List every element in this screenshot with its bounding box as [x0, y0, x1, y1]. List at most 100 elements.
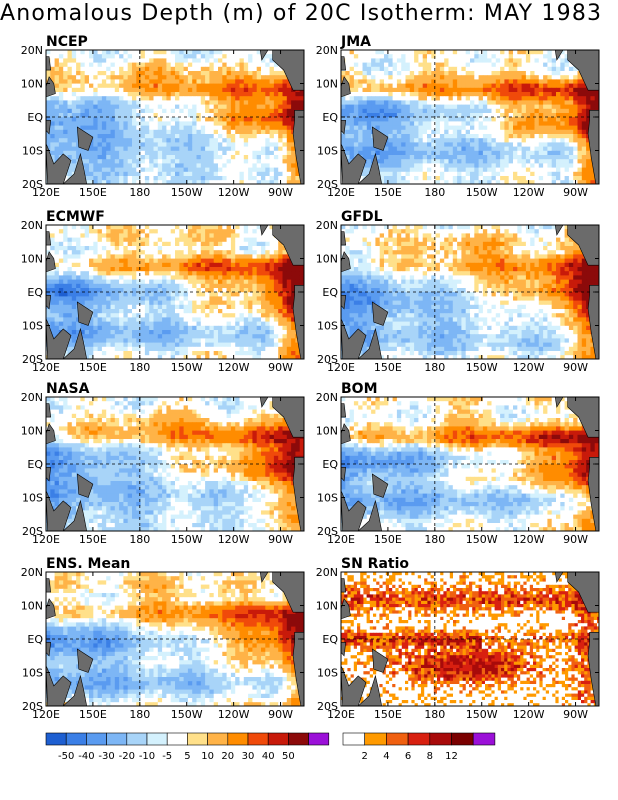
heatmap-cell — [457, 113, 462, 118]
heatmap-cell — [183, 241, 189, 247]
heatmap-cell — [273, 246, 279, 251]
heatmap-cell — [71, 155, 77, 160]
land-mass — [341, 143, 367, 184]
heatmap-cell — [239, 129, 245, 135]
heatmap-cell — [67, 163, 73, 168]
heatmap-cell — [209, 117, 215, 122]
heatmap-cell — [153, 258, 159, 264]
heatmap-cell — [54, 75, 60, 80]
heatmap-cell — [84, 62, 90, 68]
heatmap-cell — [409, 92, 415, 97]
heatmap-cell — [136, 283, 141, 289]
heatmap-cell — [50, 225, 55, 230]
heatmap-cell — [243, 125, 249, 131]
heatmap-cell — [401, 117, 406, 122]
heatmap-cell — [358, 87, 363, 93]
heatmap-cell — [444, 176, 449, 181]
heatmap-cell — [166, 50, 172, 55]
heatmap-cell — [213, 271, 219, 276]
heatmap-cell — [286, 134, 292, 139]
heatmap-cell — [187, 229, 193, 234]
heatmap-cell — [414, 100, 419, 105]
heatmap-cell — [243, 279, 249, 285]
heatmap-cell — [50, 96, 55, 101]
heatmap-cell — [192, 159, 197, 164]
heatmap-cell — [495, 134, 501, 139]
heatmap-cell — [534, 54, 540, 59]
heatmap-cell — [76, 146, 81, 152]
heatmap-cell — [504, 104, 510, 110]
heatmap-cell — [487, 121, 492, 126]
heatmap-cell — [218, 104, 223, 110]
heatmap-cell — [67, 96, 73, 101]
heatmap-cell — [439, 134, 445, 139]
heatmap-cell — [140, 300, 146, 306]
heatmap-cell — [396, 134, 402, 139]
heatmap-cell — [379, 125, 385, 131]
heatmap-cell — [448, 83, 454, 89]
heatmap-cell — [388, 125, 393, 131]
heatmap-cell — [405, 167, 411, 173]
heatmap-cell — [144, 134, 150, 139]
heatmap-cell — [97, 62, 103, 68]
heatmap-cell — [187, 83, 193, 89]
heatmap-cell — [110, 292, 116, 297]
heatmap-cell — [560, 50, 565, 55]
heatmap-cell — [362, 54, 368, 59]
heatmap-cell — [226, 121, 232, 126]
heatmap-cell — [534, 129, 540, 135]
heatmap-cell — [345, 75, 350, 80]
heatmap-cell — [213, 75, 219, 80]
heatmap-cell — [286, 125, 292, 131]
heatmap-cell — [243, 171, 249, 177]
heatmap-cell — [461, 129, 467, 135]
heatmap-cell — [243, 83, 249, 89]
heatmap-cell — [491, 96, 497, 101]
heatmap-cell — [127, 92, 133, 97]
heatmap-cell — [577, 180, 583, 184]
heatmap-cell — [84, 167, 90, 173]
heatmap-cell — [543, 125, 548, 131]
heatmap-cell — [71, 296, 77, 301]
heatmap-cell — [80, 241, 86, 247]
heatmap-cell — [183, 79, 189, 84]
heatmap-cell — [101, 87, 107, 93]
heatmap-cell — [89, 229, 94, 234]
heatmap-cell — [101, 300, 107, 306]
heatmap-cell — [63, 138, 68, 143]
heatmap-cell — [205, 138, 210, 143]
heatmap-cell — [89, 155, 94, 160]
heatmap-cell — [179, 171, 184, 177]
heatmap-cell — [388, 146, 393, 152]
heatmap-cell — [179, 125, 184, 131]
heatmap-cell — [119, 237, 124, 243]
heatmap-cell — [213, 229, 219, 234]
heatmap-cell — [243, 62, 249, 68]
heatmap-cell — [521, 75, 527, 80]
heatmap-cell — [286, 258, 292, 264]
heatmap-cell — [422, 100, 428, 105]
heatmap-cell — [84, 275, 90, 280]
heatmap-cell — [265, 180, 270, 184]
heatmap-cell — [76, 75, 81, 80]
heatmap-cell — [162, 129, 167, 135]
heatmap-cell — [209, 250, 215, 255]
heatmap-cell — [213, 288, 219, 293]
heatmap-cell — [256, 167, 262, 173]
heatmap-cell — [265, 271, 270, 276]
heatmap-cell — [80, 108, 86, 114]
heatmap-cell — [366, 129, 372, 135]
heatmap-cell — [353, 54, 359, 59]
heatmap-cell — [265, 225, 270, 230]
heatmap-cell — [252, 167, 258, 173]
heatmap-cell — [543, 62, 548, 68]
heatmap-cell — [114, 87, 120, 93]
heatmap-cell — [474, 146, 479, 152]
heatmap-cell — [366, 113, 372, 118]
heatmap-cell — [547, 62, 553, 68]
heatmap-cell — [127, 225, 133, 230]
heatmap-cell — [97, 163, 103, 168]
heatmap-cell — [375, 50, 381, 55]
heatmap-cell — [243, 71, 249, 76]
land-mass — [46, 120, 52, 135]
